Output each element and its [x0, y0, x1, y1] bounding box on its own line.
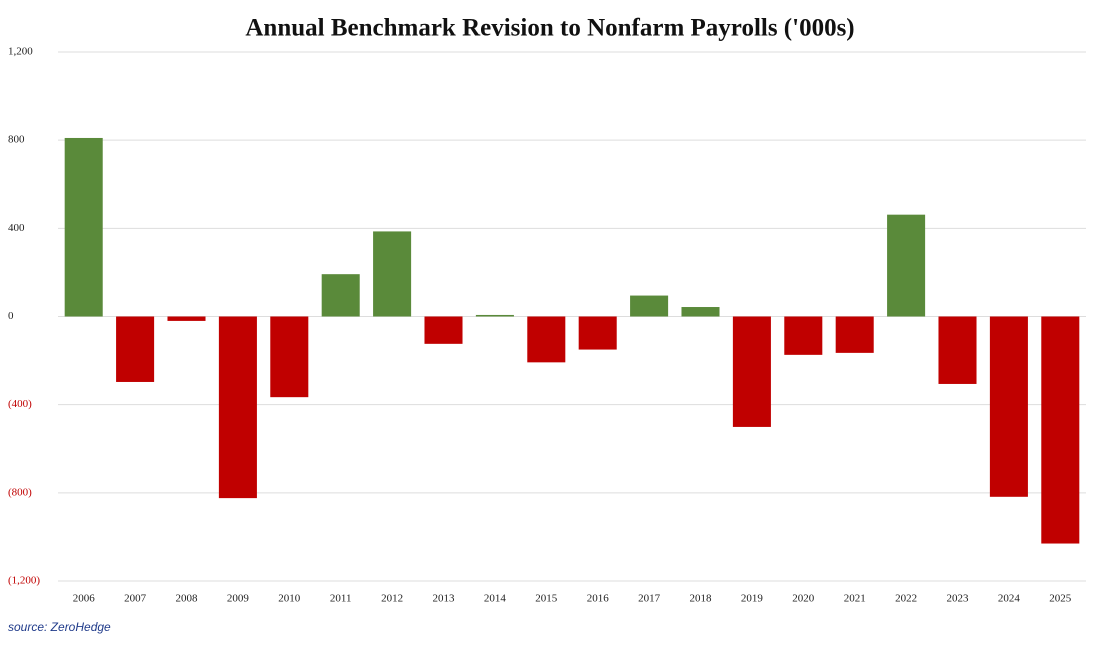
- y-tick-label: (800): [8, 486, 32, 498]
- bar: [835, 316, 874, 353]
- x-tick-label: 2014: [484, 593, 507, 605]
- x-tick-label: 2021: [844, 593, 866, 605]
- bar: [681, 307, 720, 317]
- chart-title: Annual Benchmark Revision to Nonfarm Pay…: [245, 15, 854, 42]
- bar: [784, 316, 823, 355]
- bar: [527, 316, 566, 363]
- y-tick-label: 0: [8, 310, 14, 322]
- x-tick-label: 2009: [227, 593, 250, 605]
- bar: [1041, 316, 1080, 544]
- x-tick-label: 2012: [381, 593, 403, 605]
- x-tick-label: 2006: [73, 593, 96, 605]
- bar: [167, 316, 206, 321]
- bar: [989, 316, 1028, 497]
- x-tick-label: 2024: [998, 593, 1021, 605]
- bar: [270, 316, 309, 398]
- x-tick-label: 2017: [638, 593, 661, 605]
- bar: [64, 137, 103, 317]
- y-tick-label: 400: [8, 222, 25, 234]
- x-tick-label: 2020: [792, 593, 815, 605]
- bar: [218, 316, 257, 499]
- bar: [475, 314, 514, 317]
- bar: [887, 214, 926, 317]
- bar: [321, 274, 360, 317]
- x-tick-label: 2008: [176, 593, 199, 605]
- bar: [373, 231, 412, 317]
- y-tick-label: 800: [8, 134, 25, 146]
- source: source: ZeroHedge: [8, 620, 111, 634]
- x-tick-label: 2019: [741, 593, 764, 605]
- bar: [424, 316, 463, 344]
- bar: [630, 295, 669, 317]
- x-tick-label: 2025: [1049, 593, 1072, 605]
- y-tick-label: 1,200: [8, 46, 33, 58]
- x-tick-label: 2023: [947, 593, 970, 605]
- bar: [578, 316, 617, 350]
- x-tick-label: 2010: [278, 593, 301, 605]
- x-tick-label: 2013: [433, 593, 456, 605]
- x-tick-label: 2011: [330, 593, 352, 605]
- y-tick-label: (1,200): [8, 575, 40, 587]
- y-tick-label: (400): [8, 398, 32, 410]
- x-tick-label: 2015: [535, 593, 558, 605]
- bar: [938, 316, 977, 384]
- x-tick-label: 2016: [587, 593, 610, 605]
- x-tick-label: 2018: [690, 593, 713, 605]
- bar: [116, 316, 155, 382]
- bar: [732, 316, 771, 427]
- x-tick-label: 2022: [895, 593, 917, 605]
- x-tick-label: 2007: [124, 593, 147, 605]
